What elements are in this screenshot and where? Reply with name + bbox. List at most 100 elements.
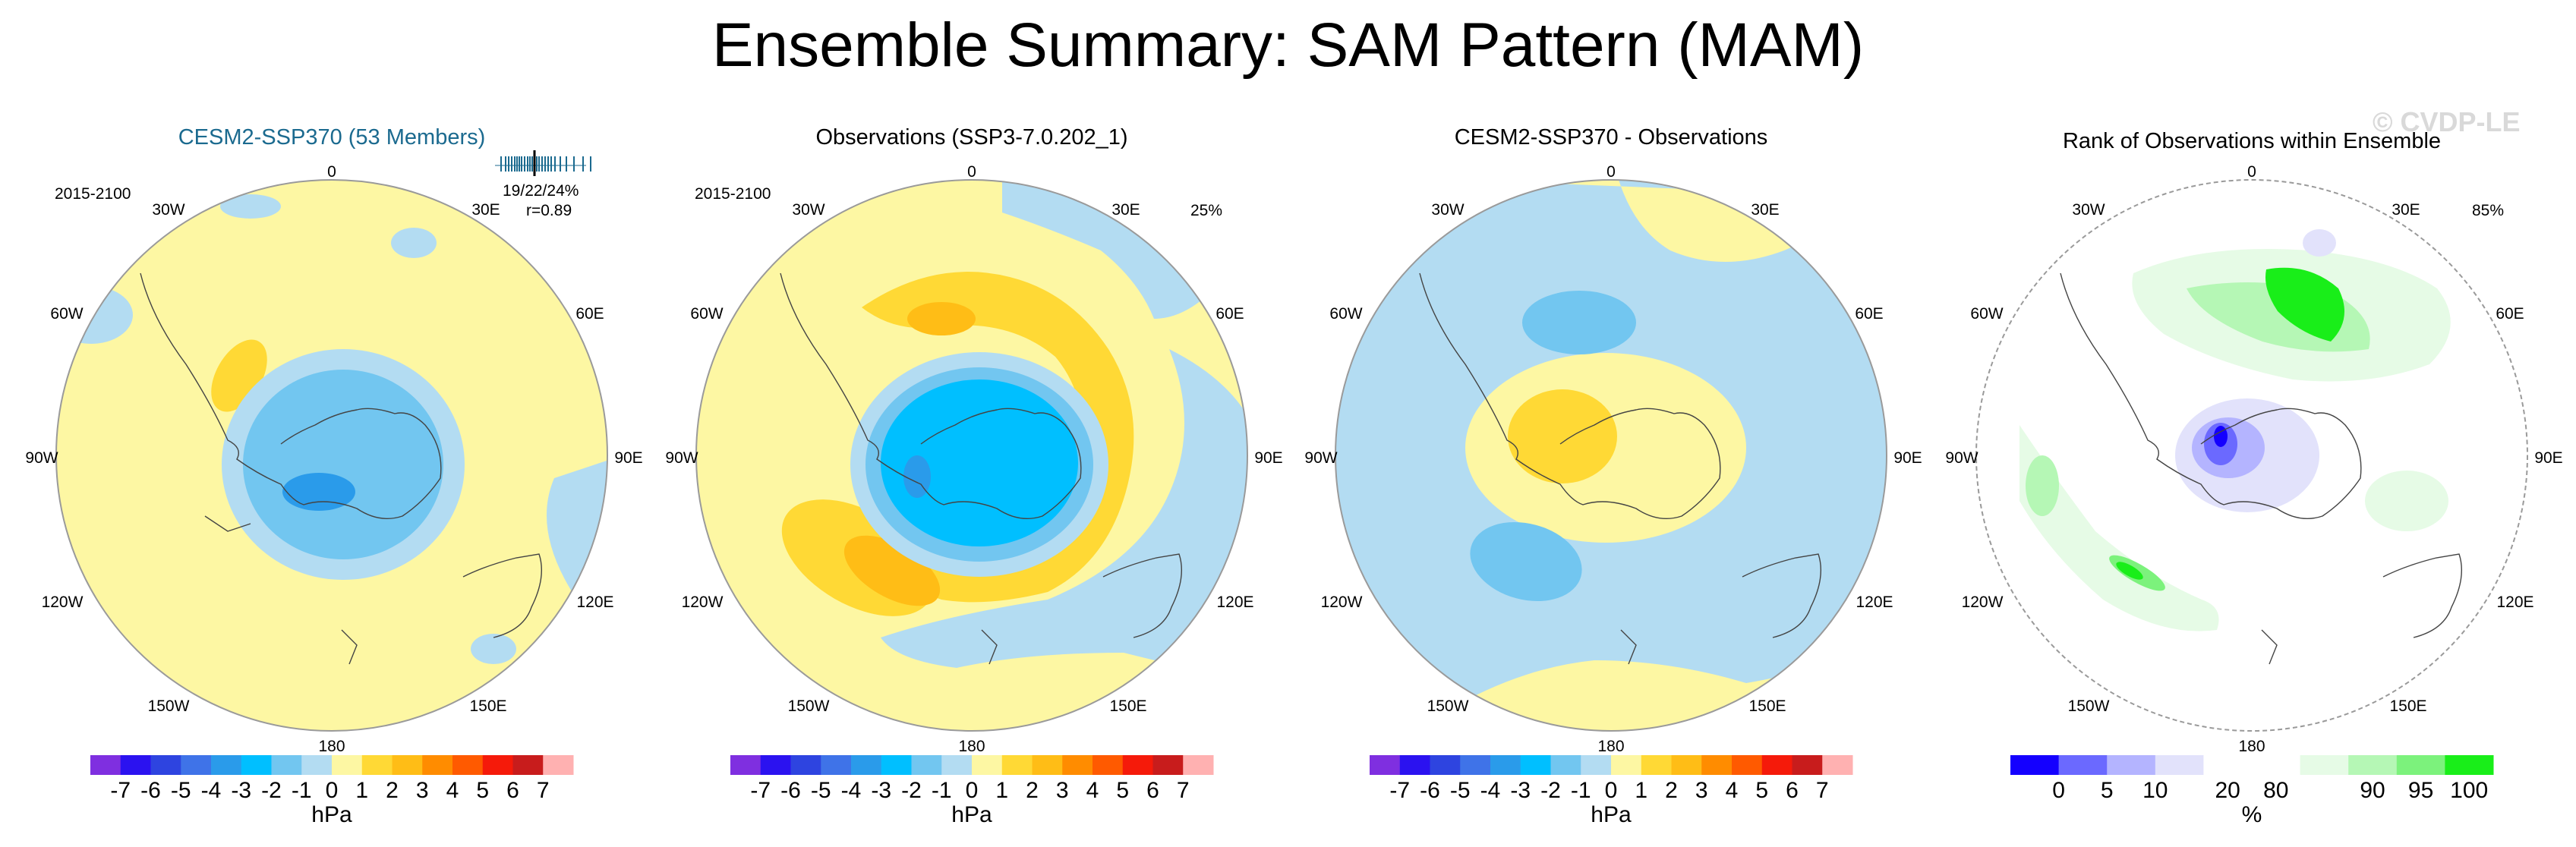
colorbar-tick-label: -1 [932,778,952,803]
p1-lbl-30w: 30W [152,201,184,219]
p1-lbl-60e: 60E [575,305,604,323]
colorbar-swatch [911,755,942,775]
colorbar-swatch [851,755,882,775]
panel1-contour-minus2 [243,370,443,559]
p3-lbl-150e: 150E [1748,697,1786,715]
colorbar-swatch [821,755,852,775]
colorbar-tick-label: 6 [1786,778,1799,803]
colorbar-swatch [730,755,761,775]
colorbar-swatch [1093,755,1124,775]
colorbar-swatch [1611,755,1642,775]
colorbar-swatch [392,755,423,775]
panel4-title: Rank of Observations within Ensemble [2063,129,2441,153]
colorbar-tick-label: -3 [1510,778,1531,803]
p1-corr: r=0.89 [526,202,572,219]
colorbar-swatch [2203,755,2253,775]
p2-lbl-60e: 60E [1215,305,1244,323]
colorbar-swatch [2010,755,2060,775]
colorbar-swatch [1062,755,1093,775]
panel3-pos-core [1508,389,1617,483]
panel4-map [1976,180,2527,731]
colorbar-tick-label: -7 [750,778,771,803]
p1-lbl-120w: 120W [42,594,84,611]
p1-period: 2015-2100 [55,185,131,203]
colorbar-swatch [181,755,212,775]
panel2-title: Observations (SSP3-7.0.202_1) [815,125,1127,150]
p1-member-ticks [495,150,591,176]
colorbar-swatch [1792,755,1823,775]
panel4-green-north-100 [2265,267,2344,342]
colorbar-tick-label: 3 [416,778,429,803]
panel1-contour-minus3 [282,473,355,511]
panel4-blue-north [2303,229,2336,257]
panel3-map-border [1335,179,1887,732]
colorbar-swatch [90,755,121,775]
panel2-map-border [695,179,1248,732]
colorbar-tick-label: 10 [2142,778,2168,803]
p3-lbl-180: 180 [1597,738,1624,755]
p2-lbl-120e: 120E [1216,594,1253,611]
panel2-pos-lobe-north [907,302,976,335]
p3-lbl-60e: 60E [1855,305,1883,323]
colorbar-swatch [1430,755,1461,775]
p3-lbl-150w: 150W [1427,697,1469,715]
p3-lbl-0: 0 [1606,163,1616,181]
panel1-blob-se [471,634,516,664]
panel1-blob-north [220,194,281,219]
p2-period: 2015-2100 [695,185,771,203]
panel-rank: Rank of Observations within Ensemble 0 [1945,129,2562,827]
colorbar-swatch [1701,755,1733,775]
p4-lbl-30w: 30W [2072,201,2105,219]
colorbar-tick-label: 0 [1605,778,1618,803]
p3-lbl-30w: 30W [1431,201,1464,219]
panel3-colorbar: -7 -6 -5 -4 -3 -2 -1 0 1 2 3 4 5 6 7 [1370,755,1853,803]
p2-pct: 25% [1190,202,1222,219]
panel4-map-border [1975,179,2528,732]
colorbar-tick-label: -1 [1571,778,1591,803]
colorbar-swatch [1550,755,1581,775]
p4-lbl-0: 0 [2247,163,2256,181]
colorbar-tick-label: -5 [171,778,191,803]
colorbar-swatch [760,755,791,775]
panel1-coastlines [140,272,543,665]
colorbar-tick-label: 2 [386,778,399,803]
panel2-neg-se [881,349,1247,683]
p4-lbl-30e: 30E [2392,201,2420,219]
panel4-green-east [2365,471,2448,531]
colorbar-tick-label: -4 [201,778,222,803]
colorbar-swatch [543,755,574,775]
colorbar-tick-label: 6 [506,778,519,803]
colorbar-tick-label: 7 [537,778,550,803]
colorbar-tick-label: -5 [811,778,831,803]
colorbar-tick-label: 4 [446,778,459,803]
panel2-pos-lobe-pacific-core [843,535,941,606]
colorbar-swatch [1732,755,1763,775]
colorbar-swatch [1001,755,1033,775]
panel2-contour-minus5 [903,455,931,498]
p4-lbl-120e: 120E [2496,594,2533,611]
p1-lbl-60w: 60W [50,305,83,323]
p4-lbl-60w: 60W [1970,305,2003,323]
panel2-coastlines [780,272,1183,665]
colorbar-swatch [941,755,973,775]
colorbar-swatch [2155,755,2204,775]
colorbar-tick-label: -4 [1480,778,1501,803]
panel3-neg-pacific [1470,521,1582,602]
colorbar-tick-label: 100 [2450,778,2488,803]
p2-lbl-30e: 30E [1111,201,1140,219]
colorbar-swatch [1490,755,1521,775]
panel-ensemble-mean: CESM2-SSP370 (53 Members) 0 180 90W 90E … [25,125,642,827]
p2-lbl-30w: 30W [792,201,825,219]
colorbar-tick-label: -2 [901,778,922,803]
colorbar-tick-label: 4 [1086,778,1099,803]
panel4-colorbar-unit: % [2242,802,2262,827]
colorbar-tick-label: -3 [871,778,891,803]
p1-lbl-150e: 150E [469,697,506,715]
colorbar-tick-label: 6 [1146,778,1159,803]
colorbar-swatch [1183,755,1214,775]
panel2-map [696,180,1247,731]
colorbar-tick-label: 90 [2360,778,2385,803]
colorbar-swatch [241,755,272,775]
panel3-map [1335,180,1887,731]
p4-lbl-90w: 90W [1945,449,1978,467]
